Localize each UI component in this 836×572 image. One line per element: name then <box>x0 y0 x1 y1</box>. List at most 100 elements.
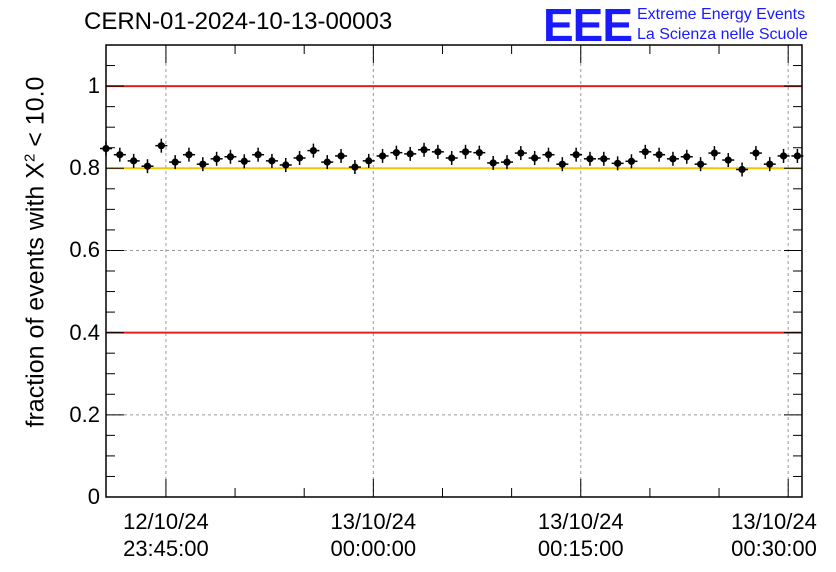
data-point <box>321 155 334 170</box>
data-point <box>611 156 624 171</box>
data-points <box>100 138 804 177</box>
x-tick-date: 13/10/24 <box>731 509 817 534</box>
data-point <box>722 153 735 168</box>
data-point <box>763 157 776 172</box>
reference-lines <box>106 85 802 334</box>
data-point <box>155 138 168 153</box>
logo-line-2: La Scienza nelle Scuole <box>637 26 808 43</box>
data-point <box>473 145 486 160</box>
point-marker <box>323 158 331 166</box>
y-tick-label: 1 <box>87 73 100 99</box>
data-point <box>418 142 431 157</box>
x-tick-date: 13/10/24 <box>330 509 417 534</box>
data-point <box>390 145 403 160</box>
point-marker <box>572 151 580 159</box>
point-marker <box>171 158 179 166</box>
point-marker <box>627 157 636 165</box>
point-marker <box>365 157 373 165</box>
point-marker <box>586 155 594 163</box>
plot-frame <box>105 44 803 498</box>
point-marker <box>641 148 649 156</box>
y-tick-label: 0.6 <box>69 237 100 263</box>
point-marker <box>378 152 387 160</box>
data-point <box>694 157 707 172</box>
data-point <box>597 151 610 166</box>
data-point <box>307 143 320 158</box>
data-point <box>625 154 638 169</box>
data-point <box>653 147 666 162</box>
point-marker <box>213 155 221 163</box>
x-tick-time: 00:30:00 <box>731 536 817 561</box>
y-axis-label-prefix: fraction of events with <box>21 178 50 428</box>
logo-caption: Extreme Energy Events La Scienza nelle S… <box>637 5 808 45</box>
point-marker <box>766 160 774 168</box>
data-point <box>252 147 265 162</box>
point-marker <box>434 148 442 156</box>
point-marker <box>489 159 497 167</box>
point-marker <box>116 151 124 159</box>
point-marker <box>793 152 801 160</box>
x-tick-label: 12/10/24 23:45:00 <box>106 508 226 562</box>
grid-layer <box>106 45 802 497</box>
data-point <box>404 146 417 161</box>
data-point <box>749 146 762 161</box>
point-marker <box>738 165 746 174</box>
data-point <box>279 157 292 172</box>
chart-title: CERN-01-2024-10-13-00003 <box>84 8 393 35</box>
point-marker <box>600 155 608 163</box>
data-point <box>570 147 583 162</box>
point-marker <box>531 154 539 162</box>
data-point <box>224 149 237 164</box>
y-tick-label: 0.2 <box>69 401 100 427</box>
data-point <box>348 160 361 175</box>
point-marker <box>240 157 248 165</box>
point-marker <box>779 152 788 160</box>
y-tick-label: 0 <box>87 484 100 509</box>
point-marker <box>351 163 359 171</box>
x-tick-time: 00:15:00 <box>537 536 624 561</box>
data-point <box>445 151 458 165</box>
axes-frame <box>105 44 803 498</box>
point-marker <box>282 161 290 169</box>
x-tick-date: 12/10/24 <box>123 509 209 534</box>
data-point <box>335 148 348 163</box>
data-point <box>293 151 306 165</box>
y-tick-label: 0.8 <box>69 155 100 181</box>
x-tick-label: 13/10/24 00:00:00 <box>313 508 433 562</box>
data-point <box>791 148 804 163</box>
data-point <box>487 155 500 170</box>
point-marker <box>558 160 566 168</box>
data-point <box>542 147 555 162</box>
y-axis-label-sup: 2 <box>21 153 39 163</box>
point-marker <box>157 142 165 150</box>
point-marker <box>696 160 705 168</box>
data-point <box>431 144 444 159</box>
data-point <box>196 157 209 172</box>
data-point <box>639 144 652 159</box>
x-tick-time: 00:00:00 <box>330 536 417 561</box>
x-tick-label: 13/10/24 00:15:00 <box>521 508 641 562</box>
data-point <box>708 146 721 161</box>
data-point <box>680 149 693 164</box>
eee-logo: EEE <box>543 0 633 51</box>
point-marker <box>185 151 193 159</box>
point-marker <box>475 149 483 157</box>
point-marker <box>448 154 456 162</box>
data-point <box>141 159 154 174</box>
point-marker <box>130 157 138 165</box>
data-point <box>169 155 182 170</box>
data-point <box>556 157 569 172</box>
point-marker <box>337 152 345 160</box>
point-marker <box>226 153 235 161</box>
point-marker <box>655 151 663 159</box>
data-point <box>666 151 679 166</box>
point-marker <box>517 149 525 157</box>
point-marker <box>392 149 400 157</box>
x-tick-label: 13/10/24 00:30:00 <box>714 508 834 562</box>
point-marker <box>683 153 691 161</box>
point-marker <box>503 158 511 166</box>
data-point <box>376 148 389 163</box>
data-point <box>362 153 375 168</box>
data-point <box>182 147 195 162</box>
point-marker <box>461 148 470 156</box>
